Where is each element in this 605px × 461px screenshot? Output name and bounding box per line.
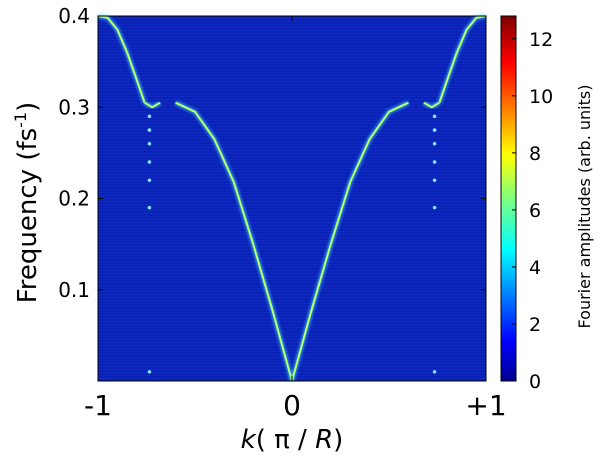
branch-inner-left — [144, 101, 161, 109]
branch-inner-right — [423, 101, 440, 109]
spot-9 — [432, 141, 437, 146]
bright-spots — [147, 114, 437, 374]
y-axis-label-base: Frequency (fs — [13, 128, 43, 303]
colorbar-tick-label: 10 — [529, 86, 553, 108]
y-axis-label-end: ) — [13, 102, 43, 112]
x-axis-label-end: ) — [333, 425, 343, 455]
plot-area — [97, 13, 487, 382]
colorbar-tick-label: 4 — [529, 257, 541, 279]
spot-3 — [147, 160, 152, 164]
colorbar-ticks: 0 2 4 6 8 10 12 — [512, 29, 553, 393]
colorbar-tick-label: 2 — [529, 314, 541, 336]
spot-7 — [432, 114, 437, 119]
x-tick-label: 0 — [283, 389, 301, 422]
spot-0 — [147, 114, 152, 119]
colorbar-gradient — [500, 15, 517, 382]
branch-acoustic-left — [175, 101, 293, 382]
y-tick-label: 0.3 — [58, 95, 90, 119]
spot-11 — [432, 178, 437, 183]
colorbar-tick-label: 0 — [529, 371, 541, 393]
spot-13 — [432, 370, 437, 374]
branch-outer-left — [97, 15, 146, 104]
branch-acoustic-right — [291, 101, 409, 382]
spot-6 — [147, 370, 152, 374]
colorbar-tick-label: 6 — [529, 200, 541, 222]
y-axis-label-sup: -1 — [11, 112, 30, 128]
spot-1 — [147, 128, 152, 132]
colorbar: 0 2 4 6 8 10 12 Fourier amplitudes (arb. units… — [500, 15, 594, 393]
branch-outer-right — [438, 15, 487, 104]
spot-8 — [432, 128, 437, 132]
x-tick-label: +1 — [465, 389, 506, 422]
x-axis-label-var: k — [241, 425, 257, 455]
colorbar-label: Fourier amplitudes (arb. units) — [575, 85, 594, 329]
x-axis-ticks: -1 0 +1 — [84, 16, 507, 422]
x-axis-label-var2: R — [315, 425, 333, 455]
colorbar-tick-label: 12 — [529, 29, 553, 51]
x-axis-label-mid: ( π / — [256, 425, 315, 455]
y-axis-ticks: 0.1 0.2 0.3 0.4 — [58, 4, 486, 302]
spot-10 — [432, 160, 437, 164]
spot-12 — [432, 205, 437, 210]
spot-4 — [147, 178, 152, 183]
y-tick-label: 0.2 — [58, 187, 90, 211]
colorbar-tick-label: 8 — [529, 143, 541, 165]
heatmap-texture — [98, 16, 486, 381]
x-axis-label: k( π / R) — [241, 425, 344, 455]
dispersion-branches — [97, 13, 487, 382]
y-axis-label: Frequency (fs-1) — [11, 102, 43, 304]
x-tick-label: -1 — [84, 389, 112, 422]
spot-5 — [147, 205, 152, 210]
y-tick-label: 0.4 — [58, 4, 90, 28]
y-tick-label: 0.1 — [58, 278, 90, 302]
spot-2 — [147, 141, 152, 146]
